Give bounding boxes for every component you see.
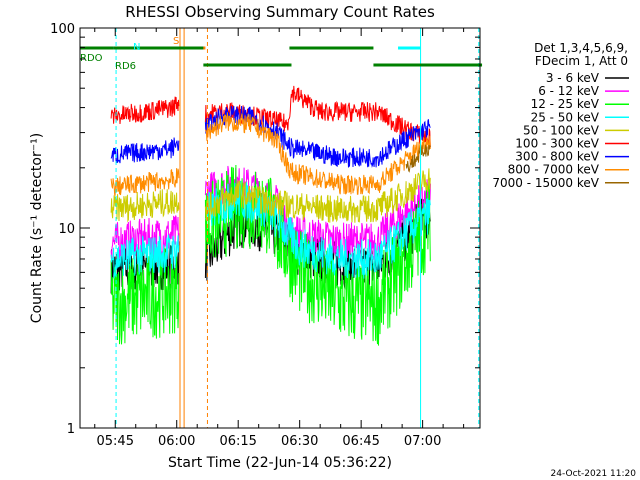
series-line-7-seg-1: [204, 112, 431, 195]
x-tick-label-1: 06:00: [158, 434, 195, 449]
x-tick-label-0: 05:45: [97, 434, 134, 449]
y-axis-label: Count Rate (s⁻¹ detector⁻¹): [29, 133, 45, 323]
y-tick-label-1: 10: [58, 222, 75, 237]
legend-label-2: 12 - 25 keV: [531, 97, 600, 111]
x-tick-label-2: 06:15: [219, 434, 256, 449]
y-tick-label-0: 1: [67, 422, 75, 437]
legend-label-0: 3 - 6 keV: [546, 71, 600, 85]
legend-header-0: Det 1,3,4,5,6,9,: [534, 41, 628, 55]
flag-label-0: N: [133, 42, 140, 53]
flag-label-2: RDO: [80, 53, 103, 64]
series-line-3-seg-0: [110, 234, 180, 279]
legend-label-8: 7000 - 15000 keV: [492, 176, 599, 190]
flag-label-3: RD6: [115, 61, 136, 72]
x-tick-label-4: 06:45: [342, 434, 379, 449]
series-line-2-seg-0: [110, 247, 180, 345]
chart-title: RHESSI Observing Summary Count Rates: [125, 3, 435, 21]
series-line-3-seg-1: [205, 181, 431, 279]
series-line-4-seg-0: [110, 189, 180, 223]
x-tick-label-5: 07:00: [404, 434, 441, 449]
data-layer: [110, 85, 431, 346]
x-tick-label-3: 06:30: [281, 434, 318, 449]
legend-label-5: 100 - 300 keV: [515, 137, 599, 151]
flag-label-1: S: [173, 36, 179, 47]
axes-layer: 05:45 06:00 06:15 06:30 06:45 07:00 1 10 100: [50, 22, 480, 449]
timestamp: 24-Oct-2021 11:20: [551, 469, 637, 479]
legend: Det 1,3,4,5,6,9,FDecim 1, Att 0 3 - 6 keV…: [492, 41, 629, 190]
legend-label-1: 6 - 12 keV: [538, 84, 600, 98]
legend-label-4: 50 - 100 keV: [523, 123, 600, 137]
series-line-7-seg-0: [110, 168, 180, 196]
y-tick-label-2: 100: [50, 22, 75, 37]
legend-header-1: FDecim 1, Att 0: [535, 54, 628, 68]
series-line-1-seg-0: [110, 215, 180, 260]
series-line-8-seg-0: [405, 144, 431, 173]
legend-label-6: 300 - 800 keV: [515, 150, 599, 164]
legend-label-7: 800 - 7000 keV: [508, 163, 600, 177]
series-line-2-seg-1: [204, 164, 431, 346]
series-line-4-seg-1: [204, 168, 431, 223]
series-line-5-seg-1: [204, 85, 431, 148]
legend-label-3: 25 - 50 keV: [531, 110, 600, 124]
series-line-6-seg-1: [204, 105, 431, 168]
series-line-5-seg-0: [110, 96, 180, 125]
series-line-6-seg-0: [110, 137, 180, 164]
x-axis-label: Start Time (22-Jun-14 05:36:22): [168, 455, 392, 471]
